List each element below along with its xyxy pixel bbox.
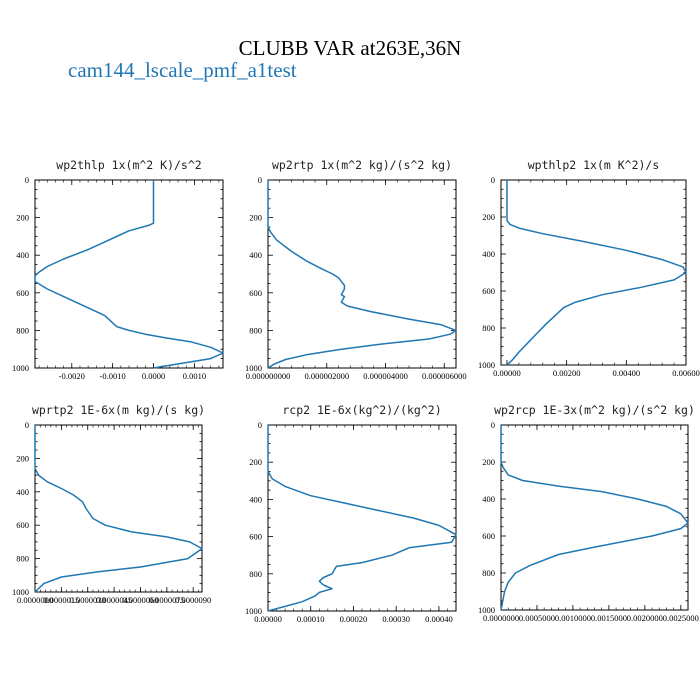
y-tick-label: 800: [482, 323, 495, 333]
y-tick-label: 200: [249, 457, 262, 467]
subplot-title: rcp2 1E-6x(kg^2)/(kg^2): [282, 403, 441, 417]
x-tick-label: 0.0000045: [96, 595, 132, 605]
y-tick-label: 800: [16, 325, 29, 335]
axes-frame: [34, 179, 224, 369]
axes-frame: [500, 179, 687, 366]
x-tick-label: 0.00020: [340, 614, 368, 624]
subplot-4: wprtp2 1E-6x(m kg)/(s kg)0 200 400 600 800 10…: [12, 403, 211, 605]
subplot-5: rcp2 1E-6x(kg^2)/(kg^2) 0 200 400 600 800 1000…: [245, 403, 457, 624]
subplot-title: wprtp2 1E-6x(m kg)/(s kg): [32, 403, 205, 417]
y-tick-label: 600: [16, 520, 29, 530]
subplot-3: wpthlp2 1x(m K^2)/s020040060080010000.00…: [478, 158, 700, 378]
x-tick-label: 0.0000075: [149, 595, 185, 605]
x-tick-label: 0.0005000: [519, 613, 555, 623]
y-tick-label: 600: [482, 286, 495, 296]
y-tick-label: 1000: [478, 605, 495, 615]
y-tick-label: 400: [249, 250, 262, 260]
x-tick-label: 0.000000000: [246, 371, 291, 381]
y-tick-label: 800: [482, 568, 495, 578]
y-tick-label: 600: [16, 288, 29, 298]
y-tick-label: 0: [25, 175, 29, 185]
subplot-title: wp2thlp 1x(m^2 K)/s^2: [56, 158, 201, 172]
x-tick-label: 0.000002000: [304, 371, 349, 381]
y-tick-label: 0: [258, 175, 262, 185]
y-tick-label: 200: [249, 213, 262, 223]
x-tick-label: 0.000004000: [363, 371, 408, 381]
y-tick-label: 600: [249, 532, 262, 542]
x-tick-label: 0.00000: [493, 368, 521, 378]
y-tick-label: 1000: [245, 363, 262, 373]
x-tick-label: 0.00600: [672, 368, 700, 378]
y-tick-label: 1000: [245, 606, 262, 616]
x-tick-label: 0.0000060: [122, 595, 158, 605]
x-tick-label: 0.00200: [553, 368, 581, 378]
subplot-title: wp2rtp 1x(m^2 kg)/(s^2 kg): [272, 158, 452, 172]
series-line: [34, 425, 203, 593]
series-line: [506, 180, 687, 366]
subplot-grid: wp2thlp 1x(m^2 K)/s^2 0 200 400 600 800 1000 -0…: [12, 158, 700, 624]
x-tick-label: 0.0000000: [17, 595, 53, 605]
x-tick-label: 0.0000090: [175, 595, 211, 605]
x-tick-label: 0.0020000: [627, 613, 663, 623]
y-tick-label: 1000: [12, 587, 29, 597]
y-tick-label: 400: [482, 494, 495, 504]
x-tick-label: 0.00040: [425, 614, 453, 624]
y-tick-label: 0: [25, 420, 29, 430]
y-tick-label: 800: [16, 554, 29, 564]
figure-title: CLUBB VAR at263E,36N: [239, 36, 462, 60]
x-tick-label: 0.0000030: [70, 595, 106, 605]
x-tick-label: 0.0000: [142, 371, 165, 381]
y-tick-label: 0: [491, 420, 495, 430]
x-tick-label: 0.00010: [297, 614, 325, 624]
y-tick-label: 1000: [12, 363, 29, 373]
x-tick-label: 0.0025000: [663, 613, 699, 623]
y-tick-label: 200: [16, 453, 29, 463]
series-line: [267, 180, 457, 369]
y-tick-label: 1000: [478, 360, 495, 370]
x-tick-label: 0.0010000: [555, 613, 591, 623]
y-tick-label: 400: [249, 494, 262, 504]
series-line: [500, 425, 689, 611]
y-tick-label: 200: [482, 457, 495, 467]
y-tick-label: 400: [482, 249, 495, 259]
y-tick-label: 400: [16, 487, 29, 497]
x-tick-label: -0.0010: [100, 371, 126, 381]
y-tick-label: 200: [482, 212, 495, 222]
x-tick-label: 0.0000000: [483, 613, 519, 623]
x-tick-label: 0.000006000: [422, 371, 467, 381]
x-tick-label: 0.0015000: [591, 613, 627, 623]
y-tick-label: 200: [16, 213, 29, 223]
series-line: [34, 180, 224, 369]
y-tick-label: 0: [258, 420, 262, 430]
y-tick-label: 800: [249, 569, 262, 579]
subplot-1: wp2thlp 1x(m^2 K)/s^2 0 200 400 600 800 1000 -0…: [12, 158, 224, 381]
x-tick-label: 0.00000: [254, 614, 282, 624]
x-tick-label: 0.0010: [183, 371, 206, 381]
axes-frame: [267, 424, 457, 612]
y-tick-label: 400: [16, 250, 29, 260]
x-tick-label: 0.00030: [382, 614, 410, 624]
subplot-title: wp2rcp 1E-3x(m^2 kg)/(s^2 kg): [494, 403, 695, 417]
x-tick-label: 0.0000015: [43, 595, 79, 605]
series-line: [267, 425, 457, 612]
legend-entry: cam144_lscale_pmf_a1test: [68, 58, 297, 82]
axes-frame: [34, 424, 203, 593]
y-tick-label: 600: [482, 531, 495, 541]
subplot-6: wp2rcp 1E-3x(m^2 kg)/(s^2 kg) 0 200 400 600 8…: [478, 403, 699, 623]
axes-frame: [500, 424, 689, 611]
y-tick-label: 0: [491, 175, 495, 185]
subplot-title: wpthlp2 1x(m K^2)/s: [528, 158, 660, 172]
y-tick-label: 800: [249, 325, 262, 335]
x-tick-label: 0.00400: [613, 368, 641, 378]
subplot-2: wp2rtp 1x(m^2 kg)/(s^2 kg) 0 200 400 600 800 1…: [245, 158, 467, 381]
x-tick-label: -0.0020: [59, 371, 85, 381]
y-tick-label: 600: [249, 288, 262, 298]
